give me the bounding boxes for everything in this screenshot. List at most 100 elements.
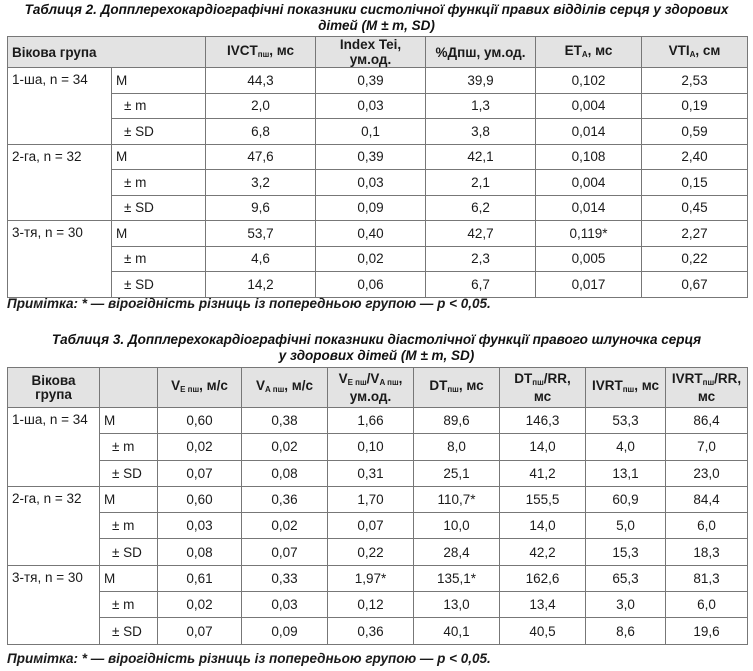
t2-pdpsh: 2,1	[425, 169, 537, 196]
table-row: ± SD 0,07 0,08 0,31 25,1 41,2 13,1 23,0	[8, 459, 748, 487]
t3-dtrr: 162,6	[499, 564, 586, 593]
t3-ivrtrr: 81,3	[665, 564, 748, 593]
t3-dt: 135,1*	[413, 564, 500, 593]
t2-vti: 0,19	[641, 92, 749, 119]
t2-header-ivct: IVCTпш, мс	[205, 36, 317, 68]
t2-ivct: 2,0	[205, 92, 317, 119]
t2-vti: 0,22	[641, 245, 749, 272]
table3-note: Примітка: * — вірогідність різниць із по…	[7, 651, 491, 666]
t3-dtrr: 155,5	[499, 485, 586, 514]
t2-tei: 0,39	[315, 67, 427, 94]
t2-stat: ± SD	[110, 194, 207, 221]
t2-tei: 0,03	[315, 169, 427, 196]
t2-ivct: 3,2	[205, 169, 317, 196]
t3-header-dt: DTпш, мс	[413, 367, 500, 408]
t2-pdpsh: 42,1	[425, 143, 537, 170]
t2-et: 0,004	[535, 92, 643, 119]
t3-ivrt: 15,3	[585, 538, 666, 566]
t2-pdpsh: 6,2	[425, 194, 537, 221]
t2-group-label: 3-тя, n = 30	[7, 220, 112, 298]
t2-header-et: ETA, мс	[535, 36, 643, 68]
t2-vti: 0,45	[641, 194, 749, 221]
table-row: ± SD 0,07 0,09 0,36 40,1 40,5 8,6 19,6	[8, 617, 748, 645]
t2-vti: 0,67	[641, 271, 749, 298]
t3-header-ve: VE пш, м/с	[157, 367, 242, 408]
t3-ratio: 1,70	[327, 485, 414, 514]
t3-va: 0,02	[241, 433, 328, 461]
t3-ivrtrr: 84,4	[665, 485, 748, 514]
t2-tei: 0,1	[315, 118, 427, 145]
t3-dt: 8,0	[413, 433, 500, 461]
t2-et: 0,017	[535, 271, 643, 298]
t2-et: 0,014	[535, 194, 643, 221]
table-row: ± SD 9,6 0,09 6,2 0,014 0,45	[8, 194, 749, 221]
t2-group-label: 1-ша, n = 34	[7, 67, 112, 145]
table3-caption-line2: у здорових дітей (M ± m, SD)	[278, 348, 475, 363]
t3-ratio: 0,36	[327, 617, 414, 645]
t3-dt: 10,0	[413, 512, 500, 540]
t2-stat: M	[110, 143, 207, 170]
t2-tei: 0,03	[315, 92, 427, 119]
t3-ve: 0,08	[157, 538, 242, 566]
t2-stat: ± m	[110, 245, 207, 272]
table-row: ± SD 6,8 0,1 3,8 0,014 0,59	[8, 118, 749, 145]
t3-stat: ± SD	[99, 538, 158, 566]
t3-header-group: Вікова група	[7, 367, 100, 408]
t3-va: 0,08	[241, 459, 328, 487]
t3-header-ratio: VE пш/VA пш, ум.од.	[327, 367, 414, 408]
t2-stat: M	[110, 220, 207, 247]
t2-pdpsh: 39,9	[425, 67, 537, 94]
table2: Вікова група IVCTпш, мс Index Tei, ум.од…	[6, 36, 749, 298]
table2-caption: Таблиця 2. Допплерехокардіографічні пока…	[0, 2, 753, 34]
t3-dt: 13,0	[413, 591, 500, 619]
t2-ivct: 53,7	[205, 220, 317, 247]
t2-header-tei: Index Tei, ум.од.	[315, 36, 427, 68]
t3-header-dtrr: DTпш/RR, мс	[499, 367, 586, 408]
table-row: ± SD 14,2 0,06 6,7 0,017 0,67	[8, 271, 749, 298]
t2-stat: ± SD	[110, 118, 207, 145]
t3-dtrr: 146,3	[499, 406, 586, 435]
table-row: ± m 0,02 0,02 0,10 8,0 14,0 4,0 7,0	[8, 433, 748, 461]
table-row: 1-ша, n = 34 M 0,60 0,38 1,66 89,6 146,3…	[7, 406, 748, 487]
t3-ve: 0,07	[157, 459, 242, 487]
t3-ve: 0,07	[157, 617, 242, 645]
t2-ivct: 4,6	[205, 245, 317, 272]
t3-va: 0,02	[241, 512, 328, 540]
table-row: ± SD 0,08 0,07 0,22 28,4 42,2 15,3 18,3	[8, 538, 748, 566]
t2-pdpsh: 3,8	[425, 118, 537, 145]
t2-tei: 0,02	[315, 245, 427, 272]
t3-group-label: 1-ша, n = 34	[7, 407, 100, 487]
t3-ratio: 1,97*	[327, 564, 414, 593]
t2-et: 0,005	[535, 245, 643, 272]
t3-va: 0,36	[241, 485, 328, 514]
t3-header-ivrt: IVRTпш, мс	[585, 367, 666, 408]
t2-et: 0,004	[535, 169, 643, 196]
t3-ivrt: 13,1	[585, 459, 666, 487]
t2-header-group: Вікова група	[6, 36, 207, 68]
t2-tei: 0,06	[315, 271, 427, 298]
t3-va: 0,33	[241, 564, 328, 593]
t2-pdpsh: 2,3	[425, 245, 537, 272]
table3-caption-line1: Таблиця 3. Допплерехокардіографічні пока…	[51, 332, 702, 347]
table-row: 3-тя, n = 30 M 53,7 0,40 42,7 0,119* 2,2…	[7, 220, 749, 298]
t3-dt: 110,7*	[413, 485, 500, 514]
t3-dt: 28,4	[413, 538, 500, 566]
t3-stat: M	[99, 485, 158, 514]
t3-va: 0,03	[241, 591, 328, 619]
table-row: ± m 0,02 0,03 0,12 13,0 13,4 3,0 6,0	[8, 591, 748, 619]
t2-tei: 0,40	[315, 220, 427, 247]
table-row: 3-тя, n = 30 M 0,61 0,33 1,97* 135,1* 16…	[7, 564, 748, 645]
t2-et: 0,119*	[535, 220, 643, 247]
t3-header-va: VA пш, м/с	[241, 367, 328, 408]
table-row: ± m 0,03 0,02 0,07 10,0 14,0 5,0 6,0	[8, 512, 748, 540]
t3-va: 0,07	[241, 538, 328, 566]
table-row: 1-ша, n = 34 M 44,3 0,39 39,9 0,102 2,53	[7, 67, 749, 145]
t3-ratio: 0,22	[327, 538, 414, 566]
t3-ratio: 0,12	[327, 591, 414, 619]
t3-ivrtrr: 6,0	[665, 512, 748, 540]
t3-stat: M	[99, 406, 158, 435]
t3-ve: 0,02	[157, 433, 242, 461]
t3-ivrt: 3,0	[585, 591, 666, 619]
t2-et: 0,102	[535, 67, 643, 94]
t2-pdpsh: 6,7	[425, 271, 537, 298]
